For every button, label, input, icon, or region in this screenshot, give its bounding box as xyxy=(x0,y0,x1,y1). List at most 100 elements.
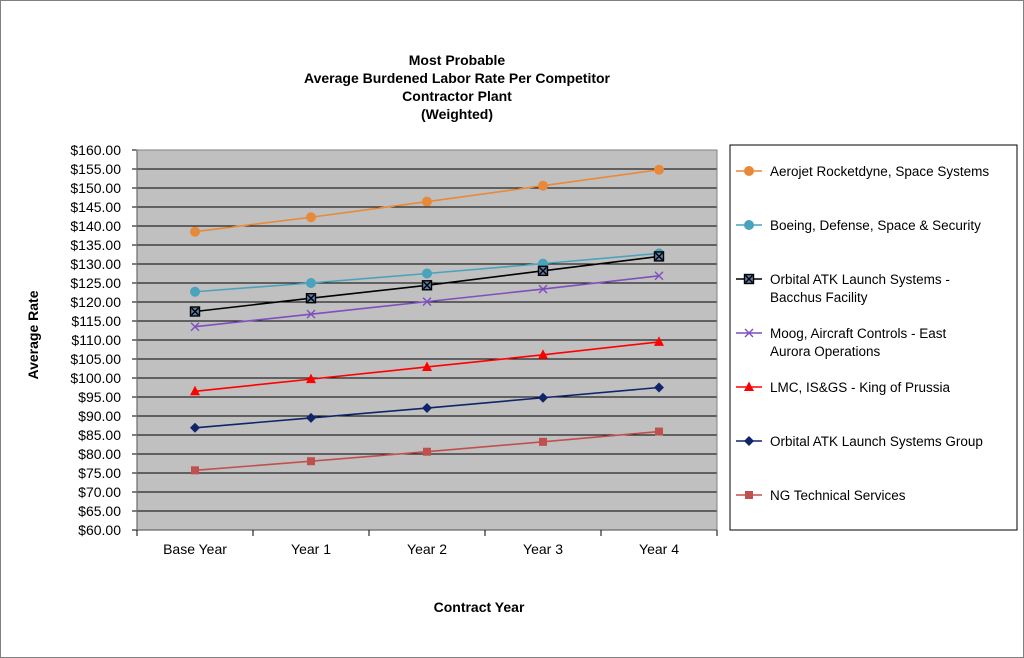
y-tick-label: $105.00 xyxy=(70,351,121,367)
legend-entry: Orbital ATK Launch Systems Group xyxy=(736,434,983,449)
legend-entry: NG Technical Services xyxy=(736,488,906,503)
data-point-marker xyxy=(537,265,549,277)
data-point-marker xyxy=(421,280,433,291)
x-tick-label: Year 1 xyxy=(291,541,331,557)
y-tick-label: $70.00 xyxy=(78,484,121,500)
data-point-marker xyxy=(190,422,200,433)
y-tick-label: $145.00 xyxy=(70,199,121,215)
data-point-marker xyxy=(655,427,663,436)
data-point-marker xyxy=(539,437,547,446)
y-tick-label: $155.00 xyxy=(70,161,121,177)
plot-border xyxy=(136,149,718,531)
data-point-marker xyxy=(654,336,664,346)
y-tick-label: $100.00 xyxy=(70,370,121,386)
x-axis-title: Contract Year xyxy=(434,599,525,615)
y-tick-label: $150.00 xyxy=(70,180,121,196)
x-tick-label: Year 3 xyxy=(523,541,563,557)
x-tick-label: Year 4 xyxy=(639,541,679,557)
data-point-marker xyxy=(305,293,317,304)
y-tick-label: $120.00 xyxy=(70,294,121,310)
data-point-marker xyxy=(190,322,200,332)
series xyxy=(190,271,664,332)
data-point-marker xyxy=(191,466,199,475)
y-axis-tick-labels: $60.00 $65.00 $70.00 $75.00 $80.00 $85.00 $90.… xyxy=(70,142,121,538)
y-tick-label: $95.00 xyxy=(78,389,121,405)
legend-entry: Moog, Aircraft Controls - East Aurora Ope… xyxy=(736,326,947,359)
data-point-marker xyxy=(538,349,548,359)
legend-label: Aurora Operations xyxy=(770,344,881,359)
data-point-marker xyxy=(744,166,754,176)
legend-label: Orbital ATK Launch Systems Group xyxy=(770,434,983,449)
series xyxy=(190,382,664,433)
legend-label: NG Technical Services xyxy=(770,488,906,503)
series xyxy=(190,164,664,237)
data-point-marker xyxy=(653,251,665,262)
legend-entry: Boeing, Defense, Space & Security xyxy=(736,218,981,233)
y-tick-label: $115.00 xyxy=(71,313,121,329)
chart-title-line: (Weighted) xyxy=(421,106,493,122)
data-point-marker xyxy=(422,268,432,279)
data-point-marker xyxy=(745,491,753,499)
y-tick-label: $160.00 xyxy=(70,142,121,158)
data-point-marker xyxy=(422,403,432,414)
data-point-marker xyxy=(190,286,200,297)
legend: Aerojet Rocketdyne, Space Systems Boeing,… xyxy=(736,164,989,503)
y-tick-label: $90.00 xyxy=(78,408,121,424)
y-tick-label: $85.00 xyxy=(78,427,121,443)
legend-label: Boeing, Defense, Space & Security xyxy=(770,218,981,233)
y-tick-label: $130.00 xyxy=(70,256,121,272)
chart-title-line: Contractor Plant xyxy=(402,88,512,104)
legend-entry: Aerojet Rocketdyne, Space Systems xyxy=(736,164,989,179)
data-point-marker xyxy=(306,212,316,223)
series-lines xyxy=(189,164,665,475)
data-point-marker xyxy=(422,297,432,307)
y-tick-label: $80.00 xyxy=(78,446,121,462)
data-point-marker xyxy=(743,273,755,285)
x-axis-tick-labels: Base Year Year 1 Year 2 Year 3 Year 4 xyxy=(163,541,679,557)
x-tick-label: Base Year xyxy=(163,541,227,557)
data-point-marker xyxy=(744,381,754,391)
series xyxy=(189,251,665,317)
data-point-marker xyxy=(654,271,664,281)
legend-label: Bacchus Facility xyxy=(770,290,868,305)
data-point-marker xyxy=(306,373,316,384)
y-tick-label: $60.00 xyxy=(78,522,121,538)
data-point-marker xyxy=(744,220,754,230)
data-point-marker xyxy=(423,447,431,456)
data-point-marker xyxy=(306,309,316,319)
data-point-marker xyxy=(538,284,548,294)
y-tick-label: $65.00 xyxy=(78,503,121,519)
series xyxy=(190,336,664,396)
series xyxy=(191,427,663,475)
legend-entry: LMC, IS&GS - King of Prussia xyxy=(736,380,951,395)
y-tick-label: $135.00 xyxy=(70,237,121,253)
legend-label: Aerojet Rocketdyne, Space Systems xyxy=(770,164,989,179)
legend-label: Moog, Aircraft Controls - East xyxy=(770,326,947,341)
legend-entry: Orbital ATK Launch Systems - Bacchus Faci… xyxy=(736,272,950,305)
y-tick-label: $75.00 xyxy=(78,465,121,481)
data-point-marker xyxy=(190,226,200,237)
data-point-marker xyxy=(189,306,201,317)
gridlines xyxy=(132,149,718,536)
legend-box xyxy=(729,144,1018,531)
y-tick-label: $125.00 xyxy=(70,275,121,291)
data-point-marker xyxy=(538,392,548,403)
chart-title-line: Most Probable xyxy=(409,52,506,68)
data-point-marker xyxy=(422,196,432,207)
data-point-marker xyxy=(654,382,664,393)
data-point-marker xyxy=(654,164,664,175)
data-point-marker xyxy=(538,180,548,191)
legend-label: LMC, IS&GS - King of Prussia xyxy=(770,380,951,395)
data-point-marker xyxy=(744,328,754,338)
y-tick-label: $140.00 xyxy=(70,218,121,234)
y-axis-title: Average Rate xyxy=(25,290,41,379)
chart-title-line: Average Burdened Labor Rate Per Competit… xyxy=(304,70,611,86)
x-tick-label: Year 2 xyxy=(407,541,447,557)
chart-title: Most Probable Average Burdened Labor Rate… xyxy=(304,52,611,122)
data-point-marker xyxy=(190,385,200,396)
data-point-marker xyxy=(307,457,315,466)
data-point-marker xyxy=(306,278,316,288)
data-point-marker xyxy=(306,412,316,423)
legend-label: Orbital ATK Launch Systems - xyxy=(770,272,950,287)
